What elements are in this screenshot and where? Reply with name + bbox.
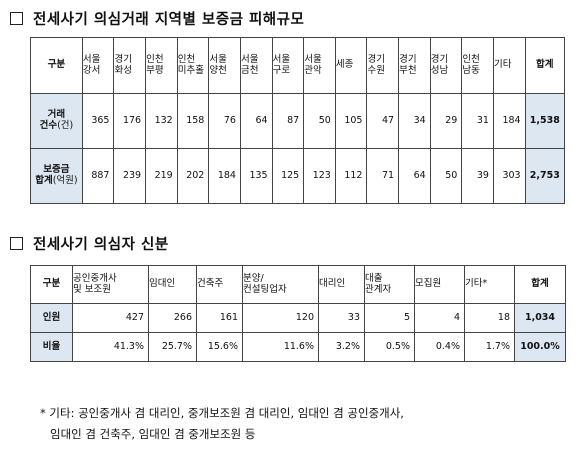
value-cell: 64 (398, 148, 431, 204)
table-row-deposit: 보증금 합계(억원) 887 239 219 202 184 135 125 123 112 71… (30, 148, 566, 204)
region-header: 경기 화성 (113, 37, 147, 94)
table-header-row: 구분 서울 강서 경기 화성 인천 부평 인천 미추홀 서울 양천 서울 금천 서울 구로 서울 관악 세종 경기… (30, 37, 566, 94)
value-cell: 184 (492, 93, 526, 149)
identity-header: 공인중개사 및 보조원 (72, 265, 149, 304)
value-cell: 120 (242, 303, 319, 333)
total-header: 합계 (514, 265, 566, 304)
value-cell: 31 (461, 93, 494, 149)
table-row-count: 인원 427 266 161 120 33 5 4 18 1,034 (30, 303, 566, 333)
row-header-ratio: 비율 (30, 332, 73, 362)
section-title-text: 전세사기 의심자 신분 (33, 237, 169, 253)
region-header: 세종 (334, 37, 368, 94)
total-cell: 100.0% (514, 332, 566, 362)
region-header: 서울 금천 (239, 37, 273, 94)
footnote: * 기타: 공인중개사 겸 대리인, 중개보조원 겸 대리인, 임대인 겸 공인… (40, 403, 404, 445)
region-header: 서울 관악 (303, 37, 336, 94)
region-header: 서울 강서 (81, 37, 115, 94)
value-cell: 184 (208, 148, 241, 204)
table-header-row: 구분 공인중개사 및 보조원 임대인 건축주 분양/컨설팅업자 대리인 대출 관계자 모집원 기타… (30, 265, 566, 304)
value-cell: 25.7% (148, 332, 197, 362)
value-cell: 365 (81, 93, 115, 149)
value-cell: 132 (145, 93, 178, 149)
value-cell: 18 (464, 303, 515, 333)
value-cell: 87 (271, 93, 305, 149)
value-cell: 50 (303, 93, 336, 149)
value-cell: 0.5% (364, 332, 415, 362)
value-cell: 76 (208, 93, 241, 149)
identity-header: 분양/컨설팅업자 (242, 265, 319, 304)
value-cell: 303 (492, 148, 526, 204)
value-cell: 11.6% (242, 332, 319, 362)
section-title-regional: 전세사기 의심거래 지역별 보증금 피해규모 (10, 8, 304, 29)
value-cell: 5 (364, 303, 415, 333)
region-header: 기타 (492, 37, 526, 94)
row-header-count: 인원 (30, 303, 73, 333)
section-title-text: 전세사기 의심거래 지역별 보증금 피해규모 (33, 12, 305, 28)
value-cell: 1.7% (464, 332, 515, 362)
value-cell: 239 (113, 148, 147, 204)
value-cell: 33 (318, 303, 365, 333)
identity-header: 건축주 (196, 265, 243, 304)
value-cell: 123 (303, 148, 336, 204)
value-cell: 176 (113, 93, 147, 149)
corner-cell: 구분 (30, 265, 73, 304)
value-cell: 125 (271, 148, 305, 204)
corner-cell: 구분 (30, 37, 83, 94)
total-cell: 2,753 (524, 148, 566, 204)
value-cell: 161 (196, 303, 243, 333)
checkbox-icon (10, 12, 23, 25)
value-cell: 71 (366, 148, 400, 204)
value-cell: 47 (366, 93, 400, 149)
checkbox-icon (10, 237, 23, 250)
value-cell: 887 (81, 148, 115, 204)
region-header: 경기 수원 (366, 37, 400, 94)
total-cell: 1,538 (524, 93, 566, 149)
row-header-count: 거래 건수(건) (30, 93, 83, 149)
footnote-line-1: * 기타: 공인중개사 겸 대리인, 중개보조원 겸 대리인, 임대인 겸 공인… (40, 406, 404, 420)
value-cell: 202 (176, 148, 210, 204)
value-cell: 158 (176, 93, 210, 149)
identity-header: 대리인 (318, 265, 365, 304)
section-title-suspects: 전세사기 의심자 신분 (10, 233, 169, 254)
value-cell: 15.6% (196, 332, 243, 362)
regional-damage-table: 구분 서울 강서 경기 화성 인천 부평 인천 미추홀 서울 양천 서울 금천 서울 구로 서울 관악 세종 경기… (30, 37, 566, 204)
value-cell: 135 (239, 148, 273, 204)
identity-header: 기타* (464, 265, 515, 304)
value-cell: 3.2% (318, 332, 365, 362)
value-cell: 219 (145, 148, 178, 204)
identity-header: 모집원 (414, 265, 465, 304)
suspect-identity-table: 구분 공인중개사 및 보조원 임대인 건축주 분양/컨설팅업자 대리인 대출 관계자 모집원 기타… (30, 265, 566, 362)
footnote-line-2: 임대인 겸 건축주, 임대인 겸 중개보조원 등 (50, 427, 256, 441)
table-row-count: 거래 건수(건) 365 176 132 158 76 64 87 50 105 47 34 29 31… (30, 93, 566, 149)
value-cell: 427 (72, 303, 149, 333)
table-row-ratio: 비율 41.3% 25.7% 15.6% 11.6% 3.2% 0.5% 0.4% 1.7% 1… (30, 332, 566, 362)
region-header: 경기 성남 (429, 37, 463, 94)
value-cell: 266 (148, 303, 197, 333)
value-cell: 105 (334, 93, 368, 149)
identity-header: 임대인 (148, 265, 197, 304)
region-header: 서울 양천 (208, 37, 241, 94)
value-cell: 0.4% (414, 332, 465, 362)
value-cell: 34 (398, 93, 431, 149)
row-header-deposit: 보증금 합계(억원) (30, 148, 83, 204)
total-cell: 1,034 (514, 303, 566, 333)
value-cell: 4 (414, 303, 465, 333)
region-header: 서울 구로 (271, 37, 305, 94)
value-cell: 29 (429, 93, 463, 149)
value-cell: 112 (334, 148, 368, 204)
region-header: 인천 미추홀 (176, 37, 210, 94)
identity-header: 대출 관계자 (364, 265, 415, 304)
value-cell: 41.3% (72, 332, 149, 362)
value-cell: 39 (461, 148, 494, 204)
region-header: 인천 남동 (461, 37, 494, 94)
region-header: 경기 부천 (398, 37, 431, 94)
total-header: 합계 (524, 37, 566, 94)
value-cell: 50 (429, 148, 463, 204)
region-header: 인천 부평 (145, 37, 178, 94)
value-cell: 64 (239, 93, 273, 149)
